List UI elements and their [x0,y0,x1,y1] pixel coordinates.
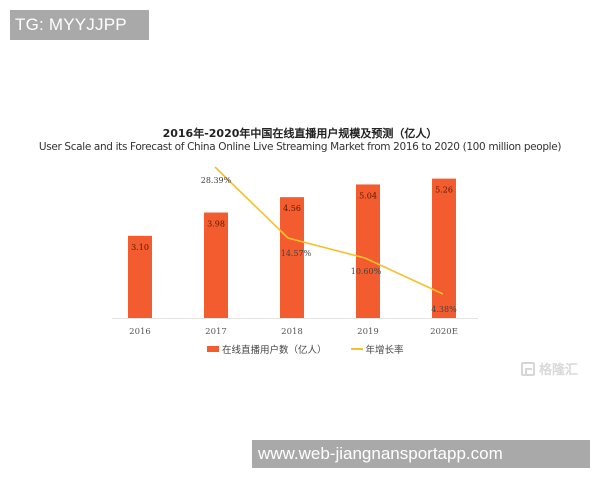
growth-rate-label: 4.38% [431,305,457,314]
x-tick-label: 2016 [129,327,151,337]
bar-2019 [356,184,380,318]
logo-text: 格隆汇 [539,363,579,378]
bottom-watermark-url: www.web-jiangnansportapp.com [252,440,590,468]
x-tick-label: 2018 [281,327,303,337]
x-tick-label: 2019 [357,327,379,337]
growth-rate-line [214,166,444,295]
x-tick-label: 2020E [430,327,458,337]
gelonghui-g-icon [521,361,535,376]
legend-bar-swatch-icon [207,346,219,352]
legend-line-label: 年增长率 [365,345,404,356]
bar-2017 [204,212,228,318]
legend-line-swatch-icon [350,348,363,350]
chart-legend: 在线直播用户数（亿人） 年增长率 [207,341,404,357]
x-tick-label: 2017 [205,327,227,337]
growth-rate-label: 14.57% [281,249,312,258]
bar-value-label: 3.10 [131,243,149,252]
bar-series: 3.10 3.98 4.56 5.04 5.26 [128,178,456,318]
bar-2016 [128,235,152,318]
bar-value-label: 4.56 [283,204,301,213]
gelonghui-logo: 格隆汇 [521,359,578,378]
chart-title: 2016年-2020年中国在线直播用户规模及预测（亿人） [162,127,438,140]
bar-value-label: 3.98 [207,220,225,229]
x-axis-tick-labels: 2016 2017 2018 2019 2020E [129,327,458,337]
legend-bar-label: 在线直播用户数（亿人） [222,345,327,356]
chart-subtitle: User Scale and its Forecast of China Onl… [38,141,562,153]
bar-value-label: 5.04 [359,191,377,200]
bar-2018 [280,197,304,318]
growth-rate-label: 10.60% [351,267,382,276]
growth-rate-labels: 28.39% 14.57% 10.60% 4.38% [201,176,457,314]
growth-rate-label: 28.39% [201,176,232,185]
bar-value-label: 5.26 [435,186,453,195]
top-watermark-label: TG: MYYJJPP [10,10,149,40]
bar-2020E [432,178,456,318]
